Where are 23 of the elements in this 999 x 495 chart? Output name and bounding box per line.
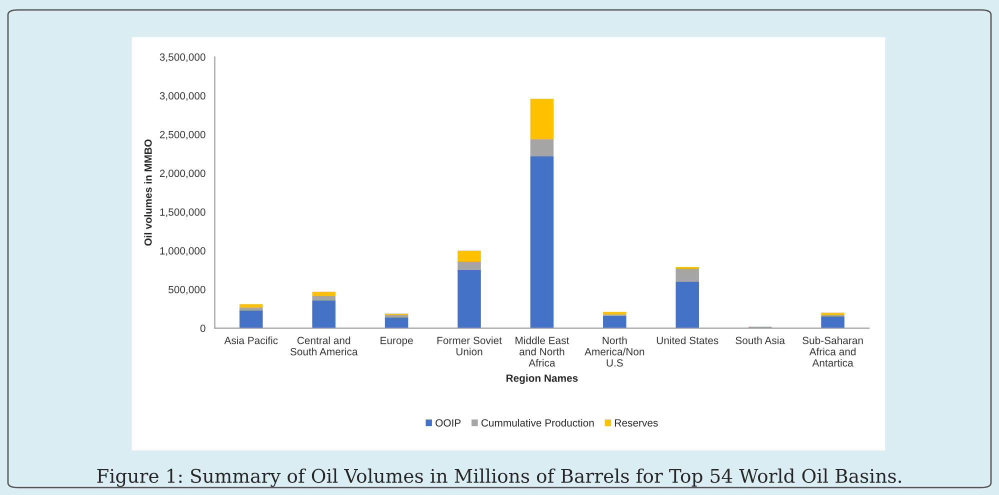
- x-tick-label: Former Soviet Union: [437, 336, 502, 356]
- y-tick-label: 500,000: [168, 286, 206, 295]
- y-tick-label: 3,000,000: [160, 92, 206, 101]
- x-tick-label: North America/Non U.S: [584, 336, 644, 367]
- x-tick-label: Middle East and North Africa: [516, 336, 570, 367]
- x-tick-label: South Asia: [736, 336, 785, 344]
- legend-label: Reserves: [615, 419, 658, 427]
- y-tick-label: 2,000,000: [160, 170, 206, 178]
- x-tick-label: Asia Pacific: [224, 336, 278, 344]
- y-tick-label: 0: [200, 324, 206, 332]
- y-tick-label: 2,500,000: [160, 130, 206, 140]
- caption: Figure 1: Summary of Oil Volumes in Millions of Barrels for Top 54 World Oil Basins.: [97, 468, 902, 487]
- x-tick-label: Sub-Saharan Africa and Antartica: [802, 336, 863, 367]
- y-tick-label: 3,500,000: [160, 53, 206, 62]
- legend-label: Cummulative Production: [481, 418, 594, 427]
- y-tick-label: 1,500,000: [160, 208, 206, 218]
- legend-label: OOIP: [436, 419, 461, 427]
- x-axis-title: Region Names: [506, 374, 578, 384]
- x-tick-label: Central and South America: [290, 336, 358, 356]
- x-tick-label: United States: [656, 336, 718, 344]
- y-tick-label: 1,000,000: [160, 247, 206, 256]
- y-axis-title: Oil volumes in MMBO: [144, 139, 152, 246]
- x-tick-label: Europe: [380, 336, 413, 346]
